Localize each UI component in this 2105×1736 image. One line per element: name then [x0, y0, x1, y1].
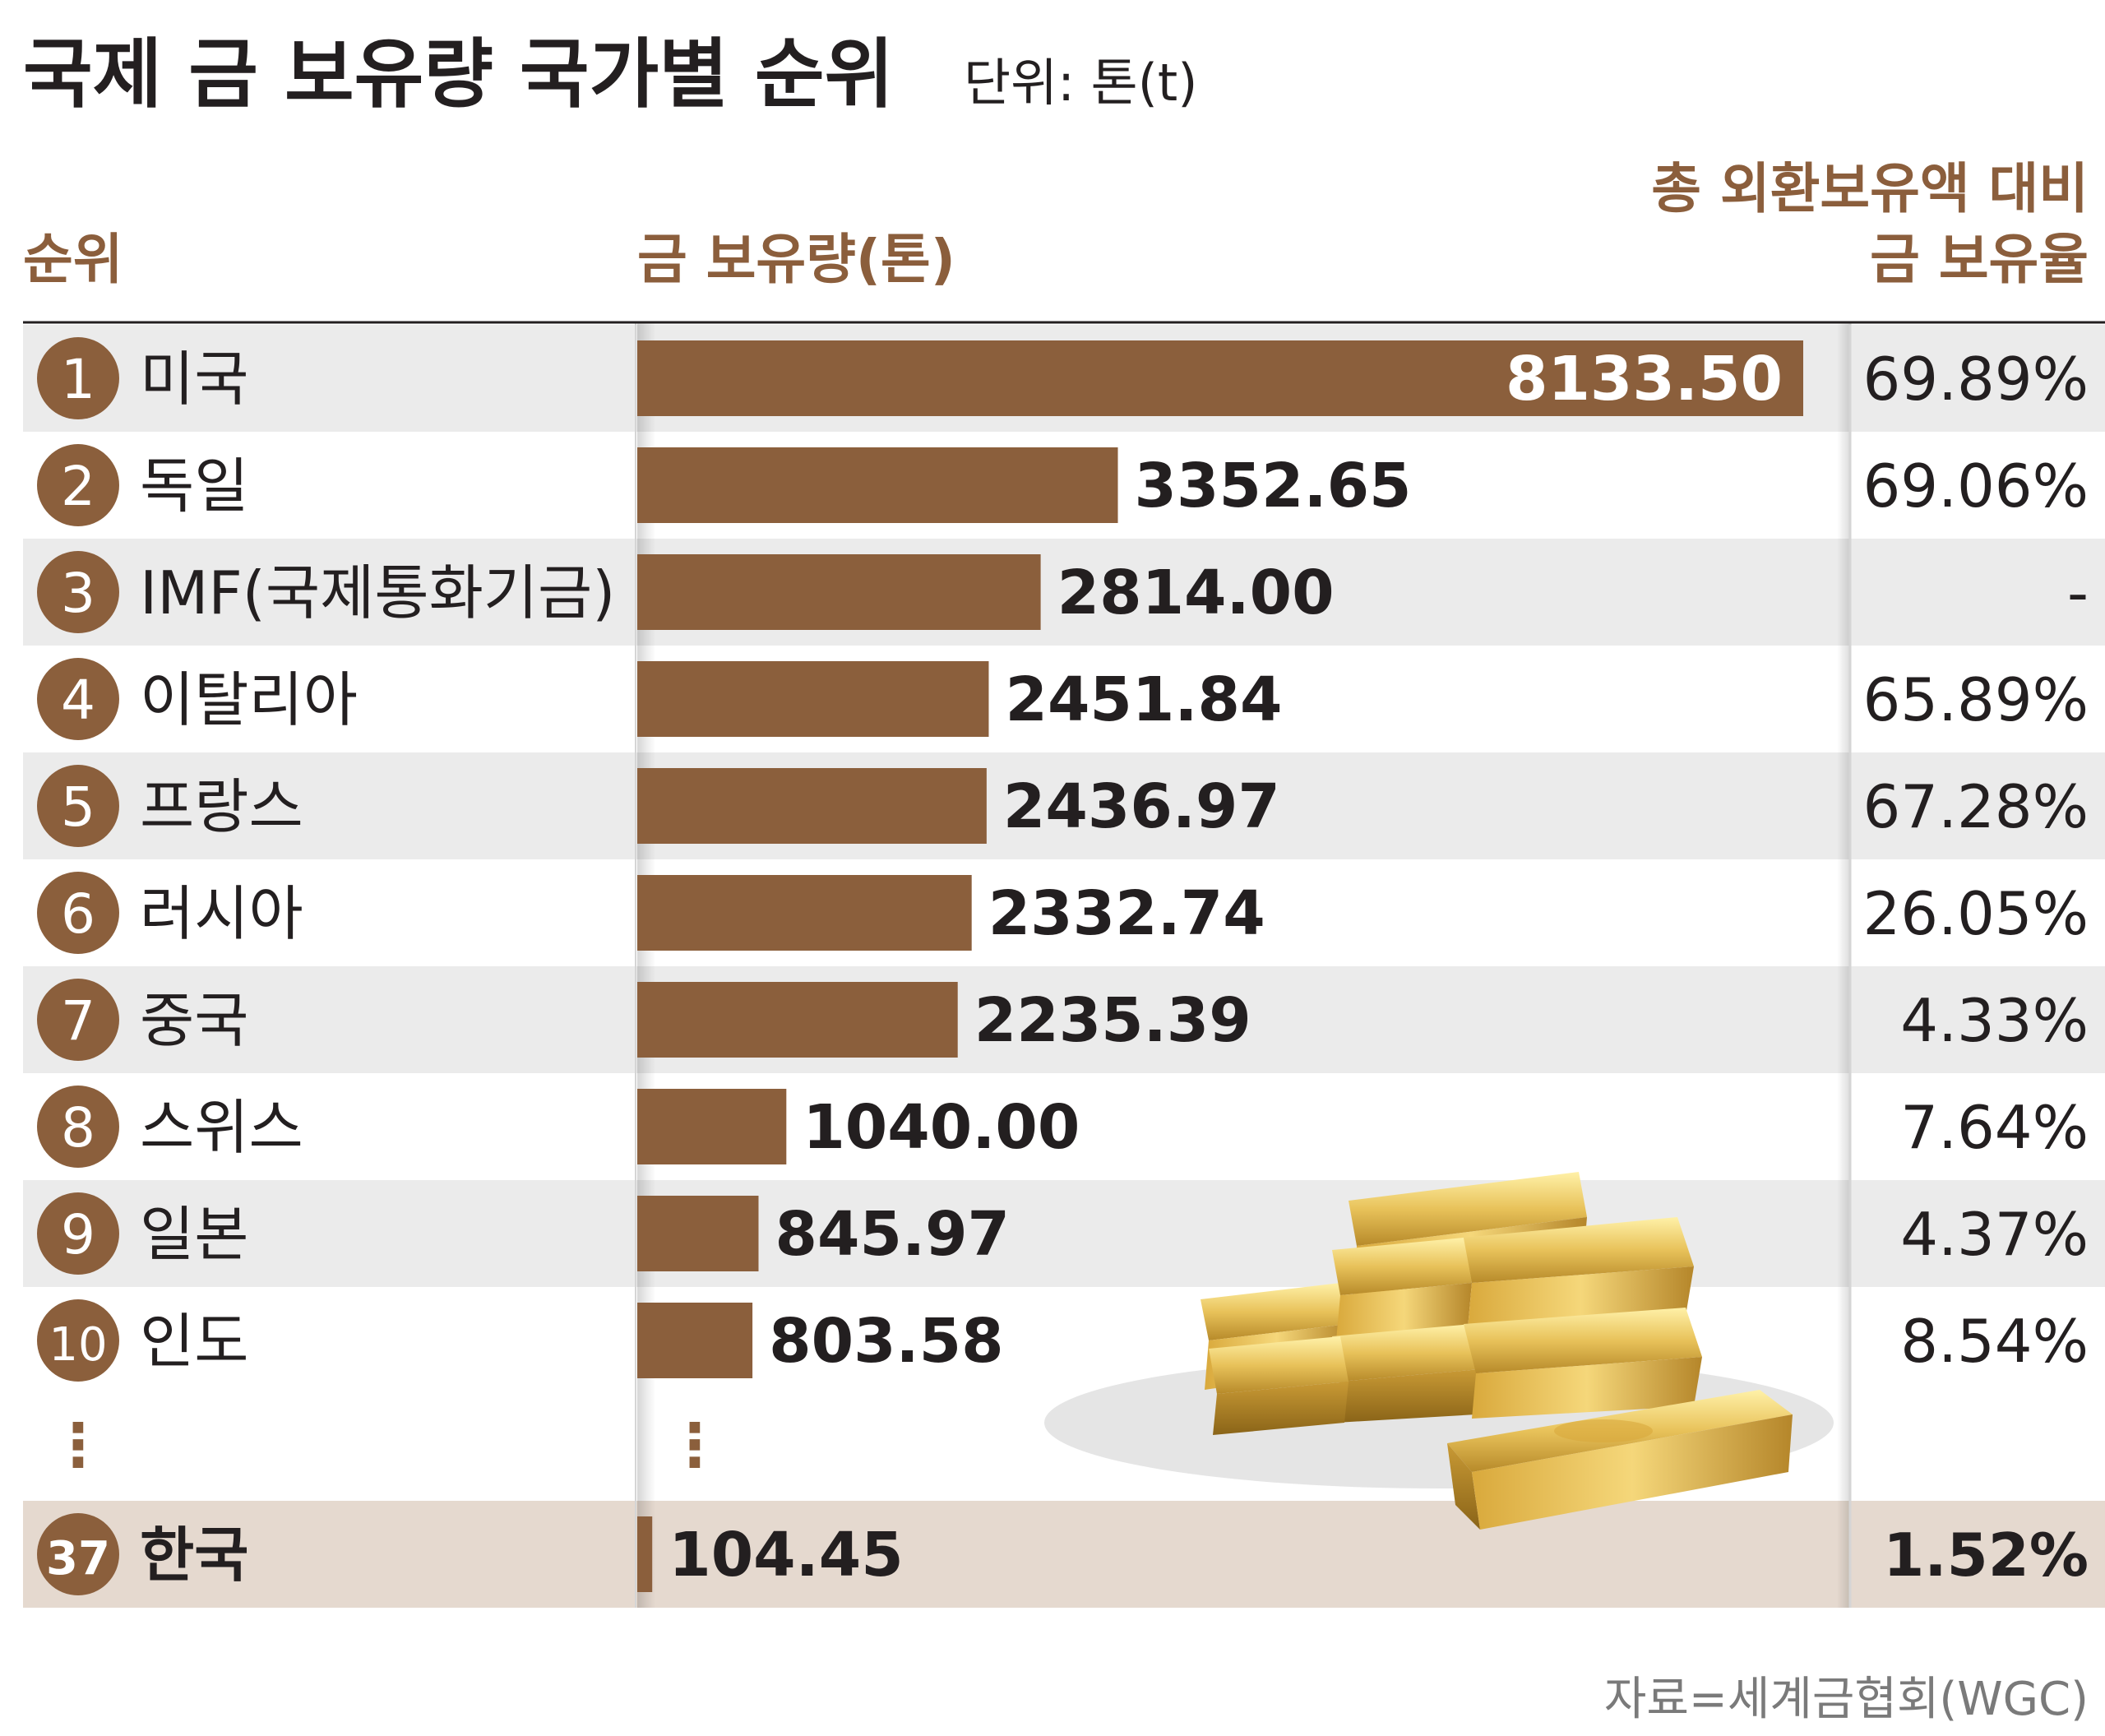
rank-number: 9: [61, 1203, 95, 1266]
country-name: IMF(국제통화기금): [140, 558, 615, 627]
table-row: 1 미국 8133.50 69.89%: [37, 337, 2089, 419]
rank-badge: [37, 1192, 119, 1275]
rank-number: 1: [61, 348, 95, 411]
unit-label: 단위: 톤(t): [964, 53, 1197, 113]
table-row: 10 인도 803.58 8.54%: [37, 1299, 2089, 1382]
highlight-row-bg: [23, 1501, 2105, 1608]
table-row: 37 한국 104.45 1.52%: [37, 1513, 2089, 1595]
rank-number: 5: [61, 775, 95, 839]
country-name: 이탈리아: [140, 665, 358, 734]
ratio-value: 4.37%: [1900, 1200, 2089, 1269]
bar: [637, 661, 989, 737]
ratio-value: 69.06%: [1862, 451, 2089, 521]
table-row: 6 러시아 2332.74 26.05%: [37, 872, 2089, 954]
ratio-value: 1.52%: [1883, 1521, 2089, 1590]
row-stripe: [23, 539, 2105, 646]
rank-number: 8: [61, 1096, 95, 1160]
rank-badge: [37, 1086, 119, 1168]
table-row: 3 IMF(국제통화기금) 2814.00 -: [37, 551, 2089, 633]
country-name: 러시아: [140, 879, 303, 948]
bar: [637, 554, 1041, 630]
ratio-value: 65.89%: [1862, 665, 2089, 734]
ratio-value: 7.64%: [1900, 1093, 2089, 1162]
rank-badge: [37, 979, 119, 1061]
country-name: 프랑스: [140, 772, 303, 841]
ratio-value: 26.05%: [1862, 879, 2089, 948]
bar: [637, 1516, 653, 1592]
bar-column-shadow: [637, 322, 655, 1608]
rank-number: 4: [61, 669, 95, 732]
value-label: 1040.00: [803, 1092, 1080, 1163]
value-label: 2235.39: [974, 985, 1251, 1056]
value-label: 104.45: [669, 1520, 904, 1590]
ratio-value: 67.28%: [1862, 772, 2089, 841]
country-name: 미국: [140, 345, 248, 414]
rank-badge: [37, 1299, 119, 1382]
page-title: 국제 금 보유량 국가별 순위: [23, 30, 894, 118]
bar: [637, 447, 1118, 523]
rank-badge: [37, 444, 119, 526]
rank-badge: [37, 551, 119, 633]
rank-number: 7: [61, 989, 95, 1053]
rank-badge: [37, 872, 119, 954]
row-stripe: [23, 966, 2105, 1073]
country-name: 스위스: [140, 1093, 303, 1162]
value-label: 2332.74: [988, 878, 1265, 949]
source-note: 자료=세계금협회(WGC): [1604, 1673, 2089, 1726]
rank-number: 6: [61, 882, 95, 946]
value-label: 845.97: [775, 1199, 1010, 1270]
table-row: 7 중국 2235.39 4.33%: [37, 979, 2089, 1061]
bar-ellipsis: ⋮: [665, 1410, 724, 1479]
rank-column-header: 순위: [23, 228, 123, 291]
row-stripe: [23, 752, 2105, 859]
bar: [637, 875, 972, 951]
value-label: 2451.84: [1005, 664, 1282, 735]
country-name: 인도: [140, 1307, 248, 1376]
ratio-column-shadow: [1837, 322, 1850, 1608]
ratio-value: 8.54%: [1900, 1307, 2089, 1376]
rank-badge: [37, 658, 119, 740]
rank-badge: [37, 337, 119, 419]
ratio-column-header-line1: 총 외환보유액 대비: [1651, 157, 2089, 220]
table-row: 5 프랑스 2436.97 67.28%: [37, 765, 2089, 847]
table-row: 8 스위스 1040.00 7.64%: [37, 1086, 2089, 1168]
value-label: 3352.65: [1135, 451, 1412, 521]
country-name: 일본: [140, 1200, 248, 1269]
bar: [637, 768, 987, 844]
rank-number: 10: [49, 1318, 107, 1372]
rows-layer: 1 미국 8133.50 69.89% 2 독일 3352.65 69.06% 3 IMF(국제통…: [37, 337, 2089, 1595]
holdings-column-header: 금 보유량(톤): [637, 228, 955, 291]
value-label: 2436.97: [1003, 771, 1280, 842]
value-label: 803.58: [769, 1306, 1004, 1377]
bar: [637, 982, 958, 1058]
country-name: 한국: [140, 1521, 248, 1590]
ratio-column-header-line2: 금 보유율: [1870, 228, 2089, 291]
rank-number: 37: [46, 1532, 110, 1586]
ratio-value: 69.89%: [1862, 345, 2089, 414]
rank-ellipsis: ⋮: [49, 1410, 108, 1479]
value-label: 8133.50: [1506, 344, 1783, 414]
row-stripe: [23, 1180, 2105, 1287]
ratio-value: 4.33%: [1900, 986, 2089, 1055]
row-backgrounds: [23, 325, 2105, 1608]
bar: [637, 1303, 753, 1378]
column-shading: [635, 322, 1852, 1608]
rank-badge: [37, 765, 119, 847]
bar: [637, 340, 1803, 416]
bar: [637, 1196, 759, 1271]
bar: [637, 1089, 787, 1164]
country-name: 중국: [140, 986, 248, 1055]
rank-number: 2: [61, 455, 95, 518]
table-row: 9 일본 845.97 4.37%: [37, 1192, 2089, 1275]
table-row: 2 독일 3352.65 69.06%: [37, 444, 2089, 526]
rank-badge: [37, 1513, 119, 1595]
table-row: 4 이탈리아 2451.84 65.89%: [37, 658, 2089, 740]
ratio-value: -: [2067, 558, 2089, 627]
gold-bars-illustration: [1044, 1172, 1834, 1530]
country-name: 독일: [140, 451, 248, 521]
value-label: 2814.00: [1057, 558, 1335, 628]
rank-number: 3: [61, 562, 95, 625]
